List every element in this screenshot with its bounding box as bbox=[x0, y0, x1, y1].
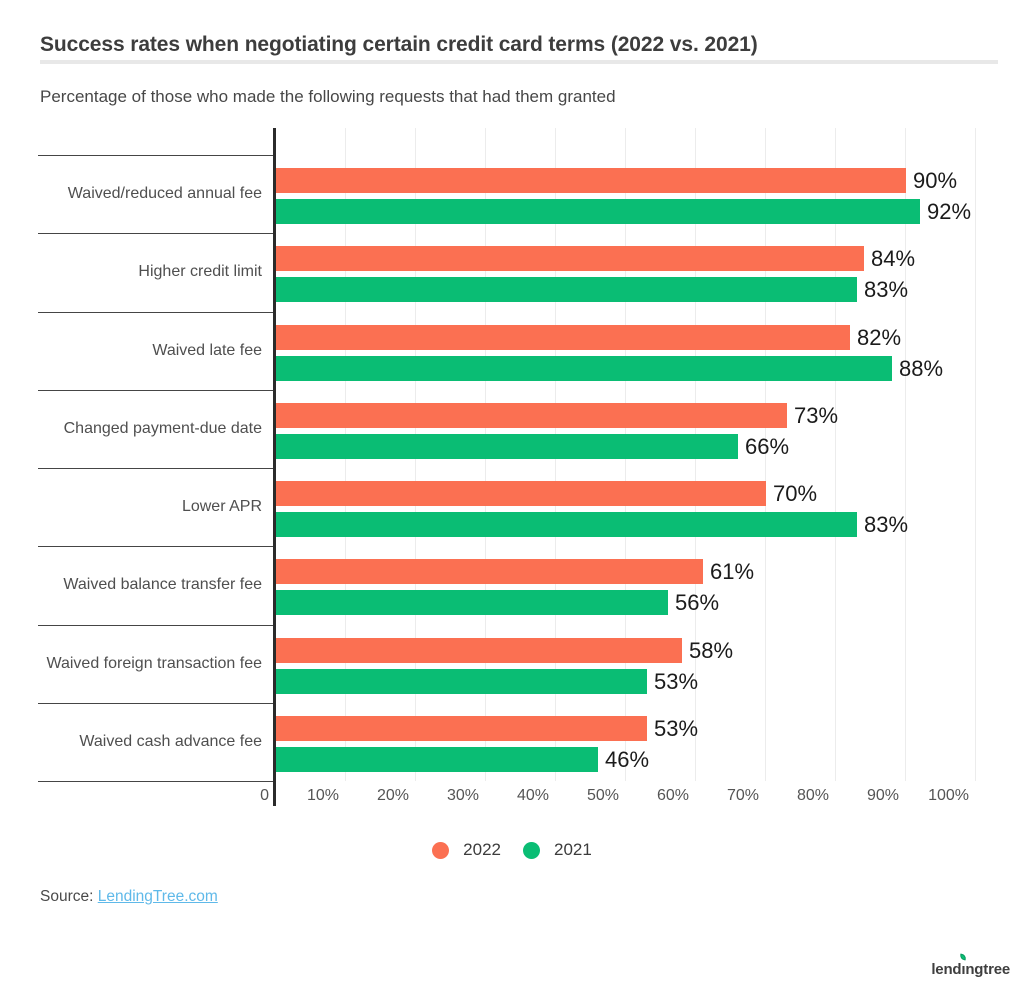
bar-2022 bbox=[276, 246, 864, 271]
gridline-90 bbox=[905, 128, 906, 781]
bar-2022 bbox=[276, 481, 766, 506]
bar-2022 bbox=[276, 716, 647, 741]
bar-2021 bbox=[276, 356, 892, 381]
bar-value-label: 70% bbox=[773, 481, 818, 506]
bar-2021 bbox=[276, 669, 647, 694]
category-label: Waived foreign transaction fee bbox=[46, 655, 262, 673]
bar-value-label: 83% bbox=[864, 277, 909, 302]
bar-value-label: 84% bbox=[871, 246, 916, 271]
category-label: Waived/reduced annual fee bbox=[67, 185, 262, 203]
chart-legend: 2022 2021 bbox=[0, 840, 1024, 860]
bar-2022 bbox=[276, 325, 850, 350]
row-separator-line bbox=[38, 703, 275, 704]
bar-2021 bbox=[276, 512, 857, 537]
bar-2021 bbox=[276, 199, 920, 224]
bar-value-label: 66% bbox=[745, 434, 790, 459]
gridline-100 bbox=[975, 128, 976, 781]
source-link[interactable]: LendingTree.com bbox=[97, 888, 218, 905]
bar-2021 bbox=[276, 434, 738, 459]
bar-value-label: 58% bbox=[689, 638, 734, 663]
legend-item-2021: 2021 bbox=[523, 840, 592, 860]
legend-dot-icon bbox=[432, 841, 450, 859]
bar-2021 bbox=[276, 590, 668, 615]
category-label: Higher credit limit bbox=[138, 263, 262, 281]
legend-label: 2022 bbox=[463, 840, 501, 859]
row-separator-line bbox=[38, 312, 275, 313]
category-label: Waived balance transfer fee bbox=[63, 576, 262, 594]
x-tick-label: 50% bbox=[586, 787, 619, 804]
x-tick-label: 100% bbox=[928, 787, 969, 804]
x-tick-label: 20% bbox=[376, 787, 409, 804]
title-divider bbox=[40, 60, 998, 64]
bar-2021 bbox=[276, 747, 598, 772]
bar-2022 bbox=[276, 638, 682, 663]
y-axis-line bbox=[273, 128, 276, 806]
x-tick-label: 60% bbox=[656, 787, 689, 804]
category-label: Changed payment-due date bbox=[63, 420, 262, 438]
bar-value-label: 92% bbox=[927, 199, 972, 224]
x-tick-label: 10% bbox=[306, 787, 339, 804]
row-separator-line bbox=[38, 546, 275, 547]
chart-subtitle: Percentage of those who made the followi… bbox=[40, 87, 616, 106]
source-prefix: Source: bbox=[40, 888, 98, 905]
category-label: Waived cash advance fee bbox=[79, 733, 262, 751]
bar-value-label: 90% bbox=[913, 168, 958, 193]
legend-item-2022: 2022 bbox=[432, 840, 501, 860]
x-tick-label: 30% bbox=[446, 787, 479, 804]
bar-value-label: 61% bbox=[710, 559, 755, 584]
bar-2022 bbox=[276, 559, 703, 584]
row-separator-line bbox=[38, 390, 275, 391]
bar-value-label: 53% bbox=[654, 669, 699, 694]
x-tick-label: 80% bbox=[796, 787, 829, 804]
lendingtree-logo: lend ıngtree bbox=[931, 953, 1010, 978]
x-tick-label: 0 bbox=[260, 787, 269, 804]
page-title: Success rates when negotiating certain c… bbox=[40, 33, 758, 57]
bar-2022 bbox=[276, 168, 906, 193]
bar-value-label: 82% bbox=[857, 325, 902, 350]
x-tick-label: 40% bbox=[516, 787, 549, 804]
bar-value-label: 73% bbox=[794, 403, 839, 428]
source-line: Source: LendingTree.com bbox=[40, 888, 218, 906]
x-tick-label: 90% bbox=[866, 787, 899, 804]
logo-text-part1: lend bbox=[931, 961, 962, 978]
bar-value-label: 83% bbox=[864, 512, 909, 537]
legend-label: 2021 bbox=[554, 840, 592, 859]
logo-text-part2: ngtree bbox=[965, 961, 1010, 978]
row-separator-line bbox=[38, 233, 275, 234]
bar-value-label: 53% bbox=[654, 716, 699, 741]
bar-2021 bbox=[276, 277, 857, 302]
category-label: Waived late fee bbox=[152, 342, 262, 360]
bar-value-label: 46% bbox=[605, 747, 650, 772]
legend-dot-icon bbox=[523, 841, 540, 859]
row-separator-line bbox=[38, 625, 275, 626]
row-separator-line bbox=[38, 468, 275, 469]
bar-2022 bbox=[276, 403, 787, 428]
gridline-80 bbox=[835, 128, 836, 781]
bar-value-label: 56% bbox=[675, 590, 720, 615]
logo-dotless-i: ı bbox=[959, 953, 967, 978]
row-separator-line bbox=[38, 781, 275, 782]
category-label: Lower APR bbox=[181, 498, 262, 516]
x-tick-label: 70% bbox=[726, 787, 759, 804]
gridline-70 bbox=[765, 128, 766, 781]
bar-value-label: 88% bbox=[899, 356, 944, 381]
row-separator-line bbox=[38, 155, 275, 156]
